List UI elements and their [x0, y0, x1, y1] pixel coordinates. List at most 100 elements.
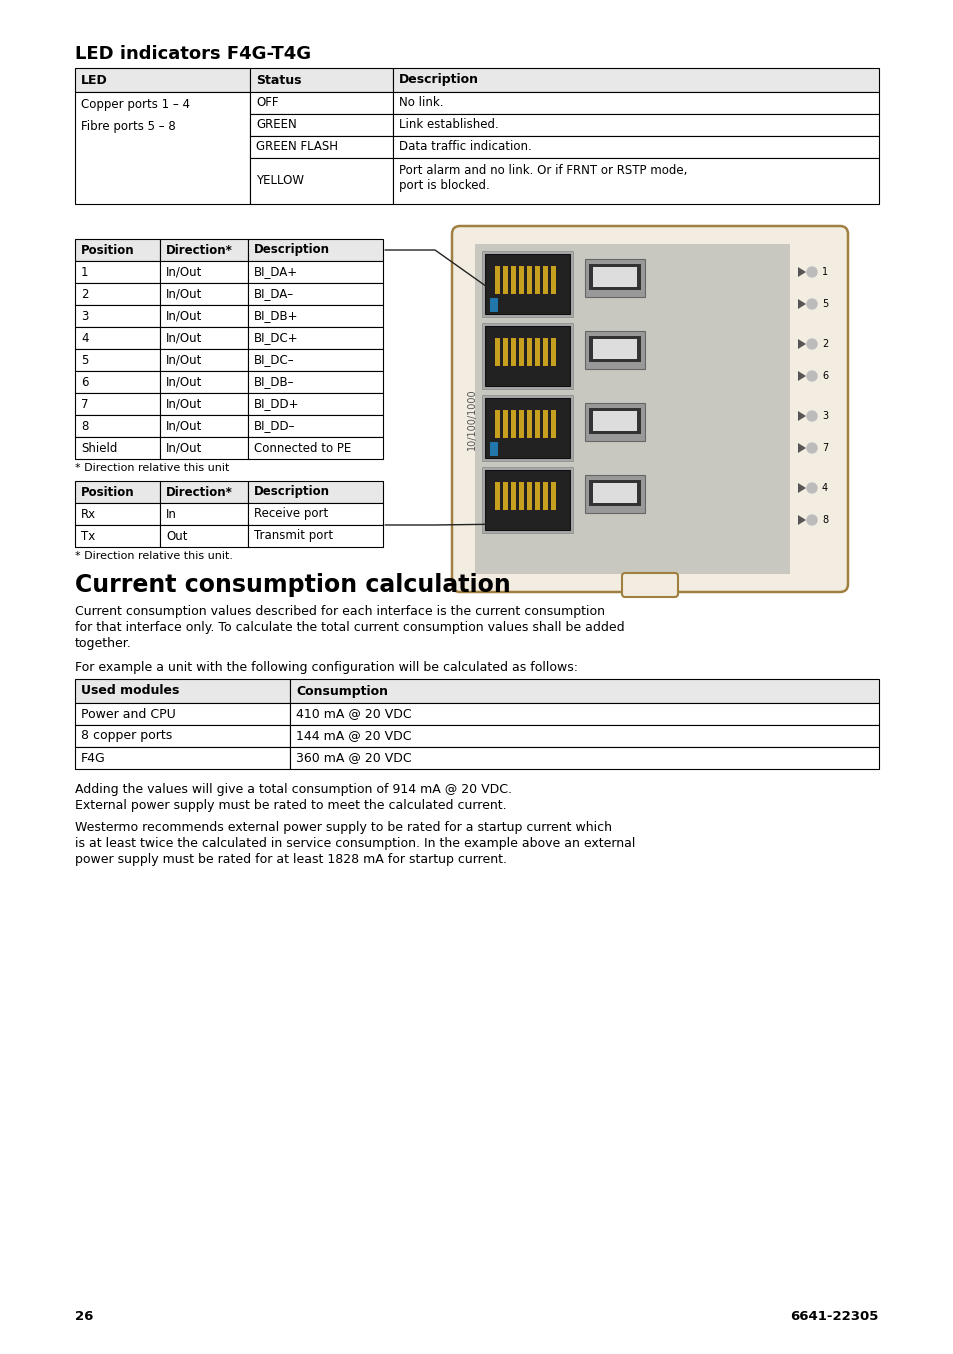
Text: YELLOW: YELLOW — [255, 175, 304, 187]
Text: 1: 1 — [81, 265, 89, 279]
Bar — [588, 264, 640, 290]
Bar — [248, 481, 382, 502]
Circle shape — [806, 515, 816, 525]
Bar — [248, 437, 382, 459]
Text: BI_DA+: BI_DA+ — [253, 265, 297, 279]
Text: 6641-22305: 6641-22305 — [790, 1309, 878, 1323]
Text: Direction*: Direction* — [166, 486, 233, 498]
Bar — [518, 265, 523, 294]
Bar — [248, 261, 382, 283]
Bar — [75, 68, 250, 92]
Text: Direction*: Direction* — [166, 244, 233, 256]
Text: GREEN: GREEN — [255, 119, 296, 131]
Text: In/Out: In/Out — [166, 375, 202, 389]
Polygon shape — [797, 338, 805, 349]
Bar — [535, 338, 539, 366]
Bar — [248, 283, 382, 305]
Text: In/Out: In/Out — [166, 310, 202, 322]
Bar — [75, 283, 160, 305]
Polygon shape — [797, 515, 805, 525]
Text: F4G: F4G — [81, 751, 106, 765]
Bar — [393, 92, 878, 114]
Bar — [593, 338, 637, 359]
Bar — [75, 240, 160, 261]
Text: LED: LED — [81, 73, 108, 87]
Bar — [535, 265, 539, 294]
Bar — [160, 437, 248, 459]
Bar — [393, 114, 878, 135]
Bar — [490, 298, 497, 311]
Bar — [160, 393, 248, 414]
Text: Westermo recommends external power supply to be rated for a startup current whic: Westermo recommends external power suppl… — [75, 821, 612, 834]
Bar — [290, 747, 878, 769]
Bar — [393, 135, 878, 158]
Bar — [248, 371, 382, 393]
Bar — [75, 525, 160, 547]
Bar — [75, 92, 250, 204]
Text: In/Out: In/Out — [166, 441, 202, 455]
Bar — [160, 283, 248, 305]
Text: 6: 6 — [81, 375, 89, 389]
Bar — [160, 414, 248, 437]
Bar — [511, 482, 516, 510]
Bar — [518, 338, 523, 366]
Text: Copper ports 1 – 4: Copper ports 1 – 4 — [81, 97, 190, 111]
Bar — [250, 68, 393, 92]
Circle shape — [806, 443, 816, 454]
Text: power supply must be rated for at least 1828 mA for startup current.: power supply must be rated for at least … — [75, 853, 506, 867]
Text: BI_DB+: BI_DB+ — [253, 310, 298, 322]
Bar — [481, 250, 573, 317]
Bar — [490, 441, 497, 456]
Text: 4: 4 — [821, 483, 827, 493]
Bar — [511, 265, 516, 294]
Text: 8: 8 — [821, 515, 827, 525]
Bar — [495, 265, 499, 294]
Bar — [495, 338, 499, 366]
Bar — [160, 328, 248, 349]
Bar — [160, 305, 248, 328]
Bar — [502, 410, 507, 437]
Bar — [551, 482, 556, 510]
Bar — [495, 482, 499, 510]
Bar — [160, 240, 248, 261]
Bar — [250, 135, 393, 158]
Text: No link.: No link. — [398, 96, 443, 110]
Bar — [502, 265, 507, 294]
Bar — [484, 326, 569, 386]
Bar — [593, 483, 637, 502]
Bar — [495, 410, 499, 437]
Text: LED indicators F4G-T4G: LED indicators F4G-T4G — [75, 45, 311, 64]
Text: In/Out: In/Out — [166, 420, 202, 432]
Text: is at least twice the calculated in service consumption. In the example above an: is at least twice the calculated in serv… — [75, 837, 635, 850]
Text: OFF: OFF — [255, 96, 278, 110]
Bar — [481, 467, 573, 533]
Polygon shape — [797, 267, 805, 278]
Text: 4: 4 — [81, 332, 89, 344]
Text: BI_DD+: BI_DD+ — [253, 398, 299, 410]
Text: 5: 5 — [81, 353, 89, 367]
Text: 6: 6 — [821, 371, 827, 380]
Bar — [75, 414, 160, 437]
Circle shape — [806, 338, 816, 349]
Bar — [250, 114, 393, 135]
Text: * Direction relative this unit.: * Direction relative this unit. — [75, 551, 233, 561]
Text: Power and CPU: Power and CPU — [81, 708, 175, 720]
Bar — [75, 502, 160, 525]
Polygon shape — [797, 483, 805, 493]
Bar — [526, 482, 532, 510]
Bar — [481, 324, 573, 389]
Bar — [475, 244, 789, 574]
Text: 410 mA @ 20 VDC: 410 mA @ 20 VDC — [295, 708, 411, 720]
Text: Tx: Tx — [81, 529, 95, 543]
Text: Description: Description — [253, 244, 330, 256]
Text: 1: 1 — [821, 267, 827, 278]
Bar — [248, 414, 382, 437]
Bar — [535, 410, 539, 437]
Bar — [584, 475, 644, 513]
Text: GREEN FLASH: GREEN FLASH — [255, 141, 337, 153]
Bar — [584, 259, 644, 297]
Bar — [484, 326, 569, 386]
Text: In: In — [166, 508, 176, 520]
Bar — [526, 410, 532, 437]
Polygon shape — [797, 299, 805, 309]
